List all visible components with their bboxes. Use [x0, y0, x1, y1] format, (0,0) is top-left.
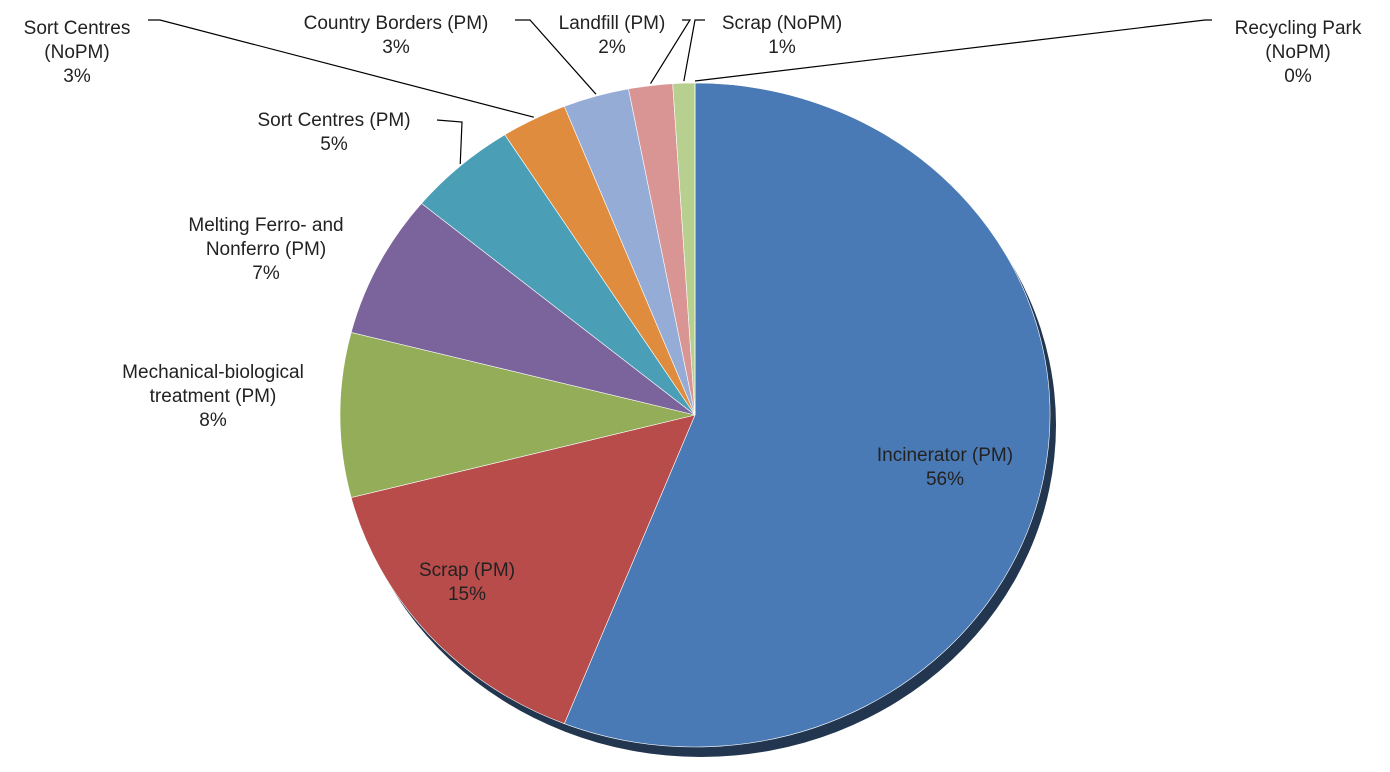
leader-line: [694, 19, 1212, 82]
value-label: 8%: [199, 410, 227, 431]
slice-label: Incinerator (PM) 56%: [815, 444, 1075, 492]
slice-label: Sort Centres (PM) 5%: [224, 109, 444, 157]
value-label: 1%: [768, 37, 796, 58]
slice-label: Country Borders (PM) 3%: [266, 12, 526, 60]
category-label: Sort Centres (PM): [257, 110, 411, 131]
slice-label: Melting Ferro- and Nonferro (PM) 7%: [166, 214, 366, 286]
pie-slice: [350, 414, 696, 725]
value-label: 3%: [382, 37, 410, 58]
leader-line: [436, 119, 463, 164]
leader-line: [148, 19, 534, 118]
value-label: 7%: [252, 263, 280, 284]
value-label: 3%: [63, 66, 91, 87]
slice-label: Recycling Park (NoPM) 0%: [1208, 17, 1388, 89]
category-label: Mechanical-biological treatment (PM): [122, 362, 304, 407]
value-label: 5%: [320, 134, 348, 155]
category-label: Scrap (PM): [418, 560, 516, 581]
leader-line: [515, 19, 597, 95]
category-label: Recycling Park (NoPM): [1234, 18, 1362, 63]
slice-label: Scrap (PM) 15%: [367, 559, 567, 607]
pie-slice: [350, 202, 696, 416]
leader-line: [649, 19, 692, 84]
category-label: Landfill (PM): [558, 13, 666, 34]
value-label: 15%: [447, 584, 487, 605]
pie-slice: [563, 82, 1051, 748]
value-label: 0%: [1284, 66, 1312, 87]
value-label: 2%: [598, 37, 626, 58]
category-label: Melting Ferro- and Nonferro (PM): [188, 215, 344, 260]
slice-label: Sort Centres (NoPM) 3%: [17, 17, 137, 89]
slice-label: Mechanical-biological treatment (PM) 8%: [88, 361, 338, 433]
slice-label: Landfill (PM) 2%: [537, 12, 687, 60]
value-label: 56%: [925, 469, 965, 490]
category-label: Incinerator (PM): [876, 445, 1014, 466]
category-label: Country Borders (PM): [303, 13, 489, 34]
category-label: Scrap (NoPM): [721, 13, 843, 34]
slice-label: Scrap (NoPM) 1%: [702, 12, 862, 60]
pie-slice: [339, 332, 696, 498]
leader-line: [683, 19, 705, 82]
category-label: Sort Centres (NoPM): [23, 18, 131, 63]
